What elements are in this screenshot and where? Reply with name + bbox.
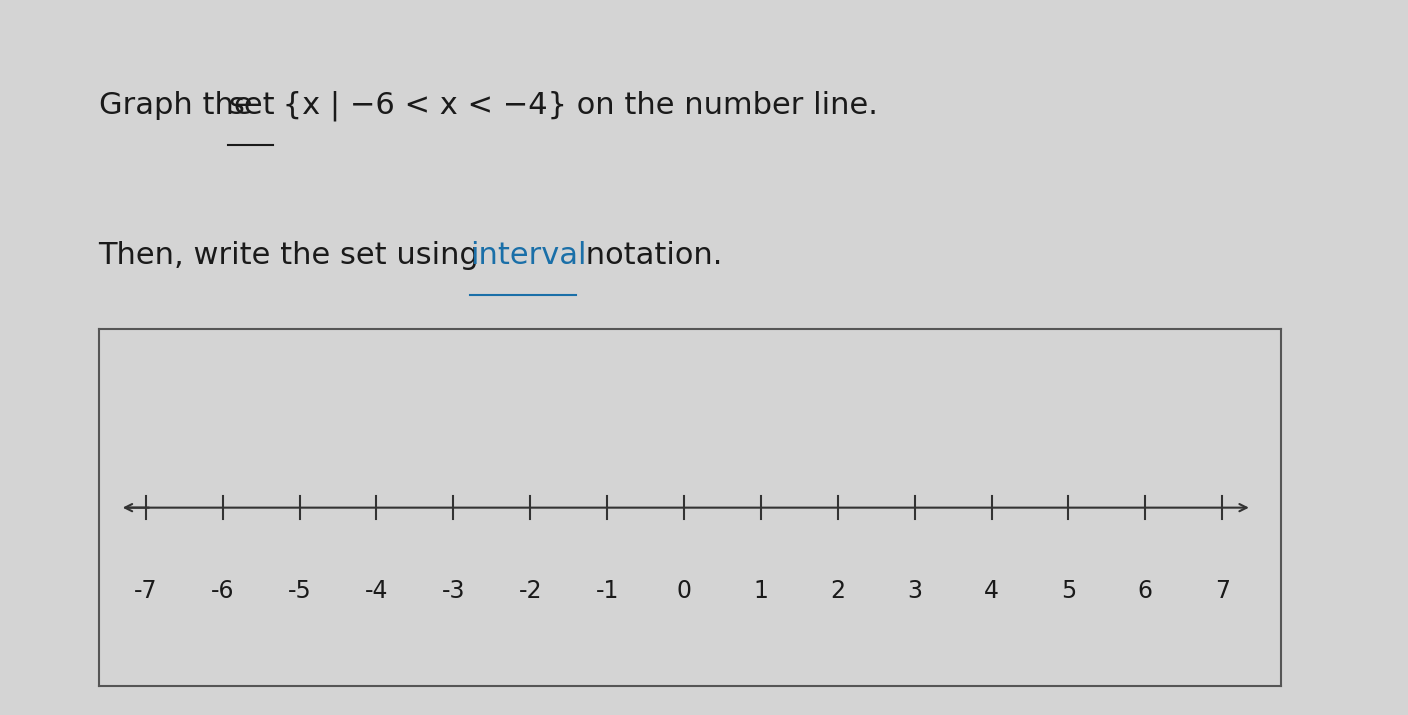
Text: -3: -3: [442, 579, 465, 603]
Text: 1: 1: [753, 579, 769, 603]
Text: set: set: [228, 91, 275, 120]
Text: 6: 6: [1138, 579, 1153, 603]
Text: 0: 0: [676, 579, 691, 603]
Text: Then, write the set using: Then, write the set using: [99, 241, 489, 270]
Text: -1: -1: [596, 579, 620, 603]
Text: 7: 7: [1215, 579, 1229, 603]
Text: -4: -4: [365, 579, 389, 603]
Text: -5: -5: [287, 579, 311, 603]
Text: 5: 5: [1060, 579, 1076, 603]
Text: interval: interval: [470, 241, 587, 270]
Text: -2: -2: [518, 579, 542, 603]
Text: -6: -6: [211, 579, 235, 603]
Text: -7: -7: [134, 579, 158, 603]
Text: {x | −6 < x < −4} on the number line.: {x | −6 < x < −4} on the number line.: [273, 90, 879, 121]
Text: 2: 2: [831, 579, 845, 603]
Text: 4: 4: [984, 579, 1000, 603]
Text: notation.: notation.: [576, 241, 722, 270]
Text: Graph the: Graph the: [99, 91, 262, 120]
Text: 3: 3: [907, 579, 922, 603]
